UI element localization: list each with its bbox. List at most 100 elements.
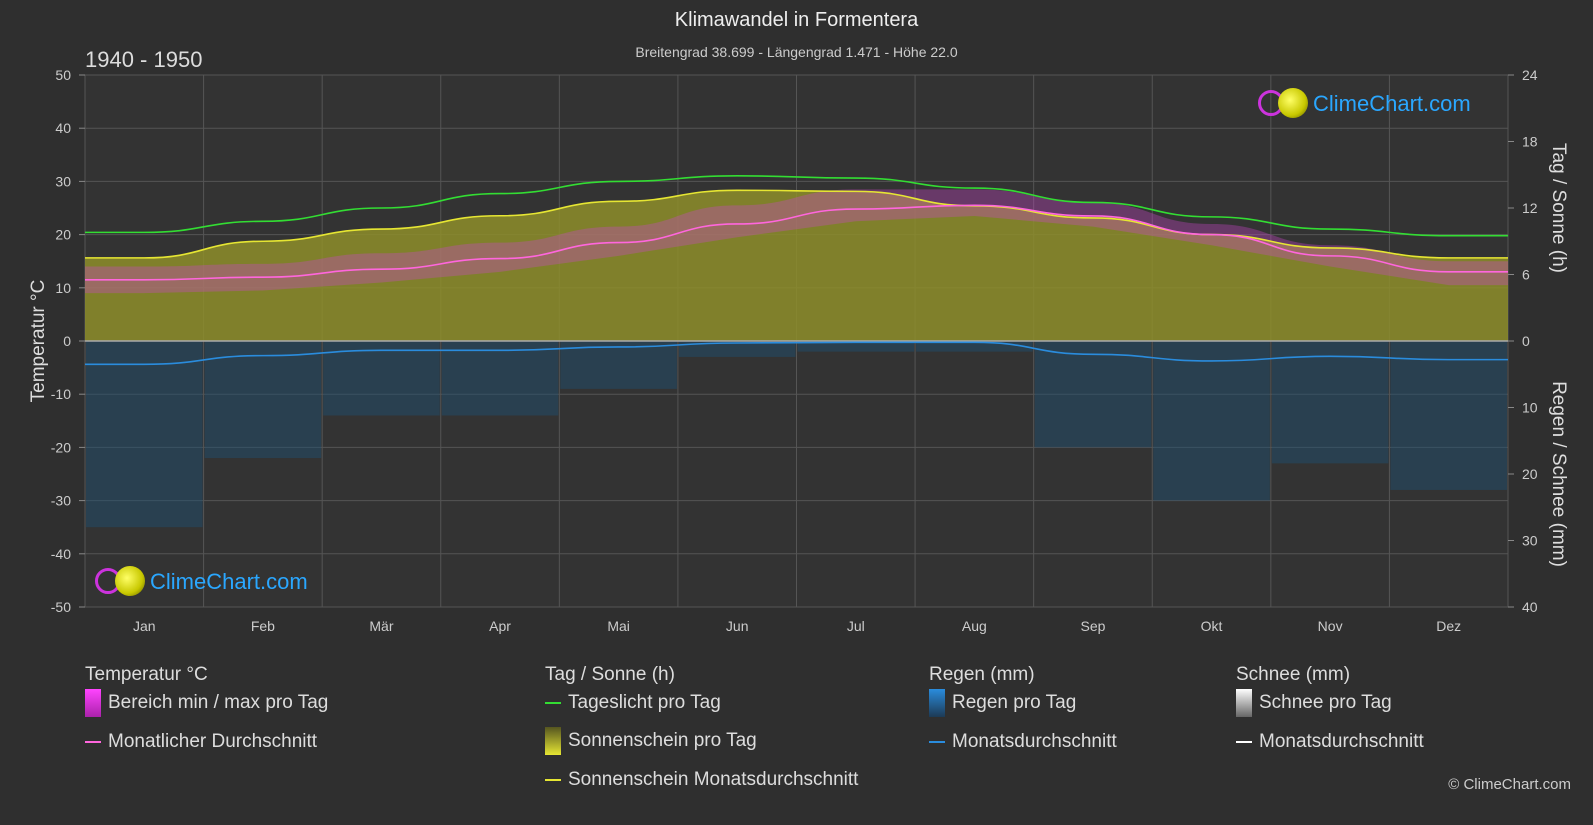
left-tick-label: 50 — [55, 67, 71, 83]
temp-range-swatch — [85, 689, 101, 717]
x-tick-label: Dez — [1436, 618, 1461, 634]
right-top-tick-label: 6 — [1522, 267, 1530, 283]
legend-sunshine-avg-label: Sonnenschein Monatsdurchschnitt — [568, 769, 859, 790]
right-bottom-tick-label: 20 — [1522, 466, 1538, 482]
sunshine-avg-swatch — [545, 779, 561, 781]
rain-bar — [323, 341, 440, 416]
x-tick-label: Jun — [726, 618, 749, 634]
chart-subtitle: Breitengrad 38.699 - Längengrad 1.471 - … — [635, 44, 958, 60]
legend-snow-day-label: Schnee pro Tag — [1259, 692, 1392, 713]
temperature-range-band — [85, 189, 1508, 294]
left-axis-title: Temperatur °C — [28, 280, 49, 403]
legend-header-temperature: Temperatur °C — [85, 664, 208, 685]
left-tick-label: -40 — [51, 546, 71, 562]
legend-snow-avg-label: Monatsdurchschnitt — [1259, 731, 1424, 752]
left-tick-label: -20 — [51, 439, 71, 455]
snow-avg-swatch — [1236, 741, 1252, 743]
legend-temp-avg-label: Monatlicher Durchschnitt — [108, 731, 318, 752]
sunshine-avg-line — [85, 189, 1508, 259]
right-top-tick-label: 0 — [1522, 333, 1530, 349]
logo-icon — [1258, 87, 1310, 121]
legend-sunshine: Sonnenschein pro Tag — [545, 727, 757, 755]
x-tick-label: Aug — [962, 618, 987, 634]
x-tick-label: Okt — [1201, 618, 1223, 634]
temperature-range-fill — [85, 189, 1508, 294]
daylight-swatch — [545, 702, 561, 704]
x-tick-label: Nov — [1318, 618, 1343, 634]
legend-temp-range: Bereich min / max pro Tag — [85, 689, 328, 717]
left-tick-label: 0 — [63, 333, 71, 349]
brand-text: ClimeChart.com — [150, 569, 308, 594]
right-bottom-tick-label: 40 — [1522, 599, 1538, 615]
legend-sunshine-label: Sonnenschein pro Tag — [568, 730, 757, 751]
legend-header-sun: Tag / Sonne (h) — [545, 664, 675, 685]
rain-bars — [86, 341, 1507, 528]
left-tick-label: 10 — [55, 280, 71, 296]
rain-bar — [797, 341, 915, 352]
x-tick-label: Jul — [847, 618, 865, 634]
sunshine-area-fill — [85, 190, 1508, 341]
snow-swatch — [1236, 689, 1252, 717]
legend-temp-range-label: Bereich min / max pro Tag — [108, 692, 329, 713]
rain-bar — [560, 341, 677, 389]
x-tick-label: Feb — [251, 618, 275, 634]
legend-rain-day: Regen pro Tag — [929, 689, 1076, 717]
left-tick-label: 20 — [55, 227, 71, 243]
left-tick-label: -10 — [51, 386, 71, 402]
brand-logo-top[interactable]: ClimeChart.com — [1258, 87, 1471, 121]
logo-icon — [95, 565, 147, 599]
sunshine-area — [85, 190, 1508, 341]
rain-bar — [1390, 341, 1507, 490]
left-tick-label: 40 — [55, 120, 71, 136]
left-tick-label: -50 — [51, 599, 71, 615]
daylight-line — [85, 175, 1508, 237]
x-tick-label: Jan — [133, 618, 156, 634]
legend-snow-avg: Monatsdurchschnitt — [1236, 731, 1424, 753]
temperature-avg-line — [84, 204, 1508, 281]
x-tick-label: Apr — [489, 618, 511, 634]
legend-header-rain: Regen (mm) — [929, 664, 1035, 685]
right-bottom-axis-title: Regen / Schnee (mm) — [1548, 381, 1569, 567]
right-bottom-tick-label: 30 — [1522, 533, 1538, 549]
x-tick-label: Mai — [607, 618, 630, 634]
rain-avg-swatch — [929, 741, 945, 743]
legend-daylight-label: Tageslicht pro Tag — [568, 692, 721, 713]
right-top-tick-label: 12 — [1522, 200, 1538, 216]
legend-temp-avg: Monatlicher Durchschnitt — [85, 731, 317, 753]
sunshine-swatch — [545, 727, 561, 755]
rain-swatch — [929, 689, 945, 717]
brand-text: ClimeChart.com — [1313, 91, 1471, 116]
right-bottom-tick-label: 10 — [1522, 400, 1538, 416]
rain-bar — [204, 341, 322, 459]
period-label: 1940 - 1950 — [85, 47, 203, 72]
rain-bar — [1271, 341, 1389, 464]
temp-avg-swatch — [85, 741, 101, 743]
right-top-tick-label: 18 — [1522, 134, 1538, 150]
axis-titles: Temperatur °C Tag / Sonne (h) Regen / Schn… — [28, 143, 1569, 567]
rain-bar — [441, 341, 559, 416]
series-lines — [84, 175, 1508, 366]
chart-title: Klimawandel in Formentera — [674, 9, 919, 31]
legend-rain-day-label: Regen pro Tag — [952, 692, 1077, 713]
legend-rain-avg-label: Monatsdurchschnitt — [952, 731, 1117, 752]
climate-chart: 50 40 30 20 10 0 -10 -20 -30 -40 -50 24 18 12 6 0 10 20 30… — [28, 67, 1569, 634]
copyright: © ClimeChart.com — [1448, 776, 1571, 793]
brand-logo-bottom[interactable]: ClimeChart.com — [95, 565, 308, 599]
rain-bar — [916, 341, 1033, 352]
rain-bar — [86, 341, 203, 528]
legend-daylight: Tageslicht pro Tag — [545, 692, 721, 714]
left-tick-label: -30 — [51, 493, 71, 509]
x-tick-label: Sep — [1080, 618, 1105, 634]
rain-bar — [678, 341, 796, 357]
legend-rain-avg: Monatsdurchschnitt — [929, 731, 1117, 753]
legend-header-snow: Schnee (mm) — [1236, 664, 1351, 685]
legend-sunshine-avg: Sonnenschein Monatsdurchschnitt — [545, 769, 858, 791]
axis-ticks: 50 40 30 20 10 0 -10 -20 -30 -40 -50 24 18 12 6 0 10 20 30… — [51, 67, 1538, 634]
legend-snow-day: Schnee pro Tag — [1236, 689, 1392, 717]
rain-avg-line — [84, 341, 1508, 366]
x-tick-label: Mär — [369, 618, 393, 634]
rain-bar — [1034, 341, 1152, 448]
right-top-tick-label: 24 — [1522, 67, 1538, 83]
left-tick-label: 30 — [55, 173, 71, 189]
rain-bar — [1153, 341, 1270, 501]
